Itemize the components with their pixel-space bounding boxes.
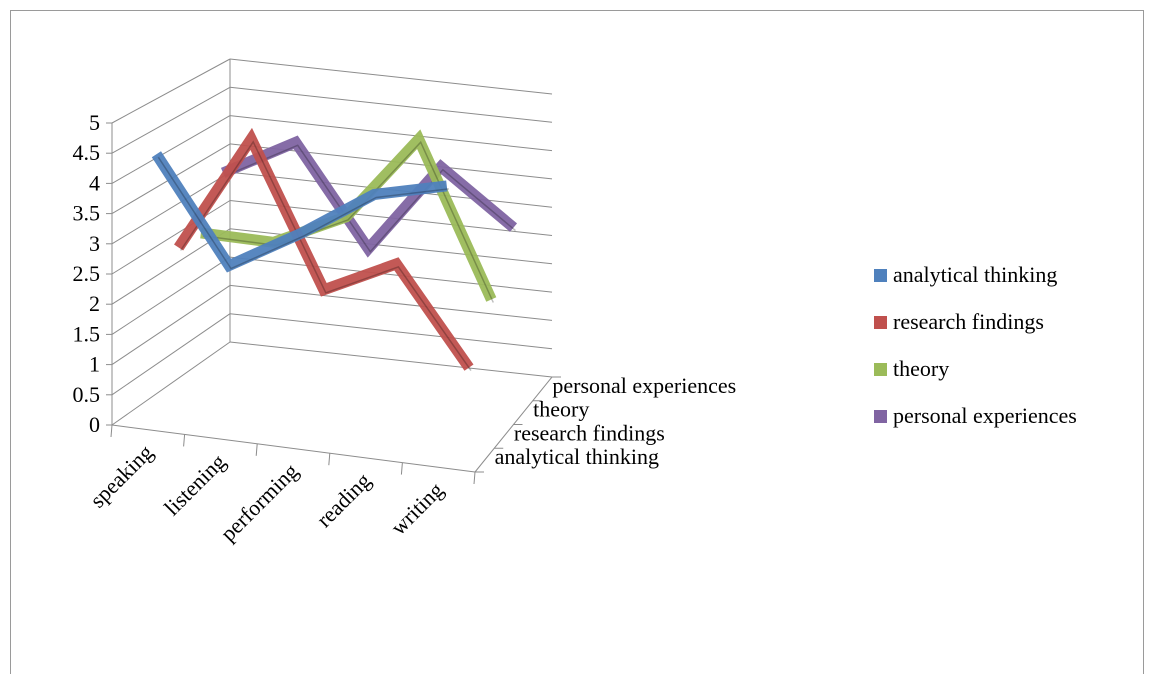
y-tick-label: 4	[89, 170, 100, 195]
legend-label: analytical thinking	[893, 262, 1057, 287]
series-line-shadow	[157, 156, 449, 270]
x-tick-mark	[255, 443, 258, 456]
y-tick-label: 3.5	[73, 201, 101, 226]
gridline-side	[111, 200, 231, 275]
depth-tick-label: research findings	[514, 420, 665, 445]
y-tick-label: 0.5	[73, 382, 101, 407]
series-layer	[151, 127, 518, 372]
chart-frame	[10, 10, 1144, 674]
x-tick-label: listening	[159, 449, 230, 520]
legend-label: research findings	[893, 309, 1044, 334]
series-line	[220, 135, 518, 258]
y-tick-label: 5	[89, 110, 100, 135]
legend-swatch	[874, 363, 887, 376]
depth-tick-label: theory	[533, 397, 589, 422]
y-tick-label: 4.5	[73, 140, 101, 165]
x-tick-mark	[400, 462, 403, 475]
legend-swatch	[874, 410, 887, 423]
x-tick-mark	[328, 453, 331, 466]
gridline-back	[229, 313, 553, 350]
x-tick-label: reading	[311, 468, 375, 532]
y-tick-label: 3	[89, 231, 100, 256]
series-line-shadow	[179, 140, 472, 372]
series-line-shadow	[224, 144, 516, 253]
gridline-side	[111, 86, 231, 154]
x-tick-label: performing	[215, 458, 303, 546]
gridline-back	[229, 115, 553, 152]
legend-swatch	[874, 269, 887, 282]
series-line-shadow	[202, 140, 494, 303]
x-tick-mark	[473, 471, 476, 485]
gridline-side	[111, 256, 231, 335]
gridline-side	[111, 171, 231, 245]
depth-tick-label: analytical thinking	[495, 444, 659, 469]
gridline-back	[229, 86, 553, 123]
x-tick-label: writing	[386, 477, 449, 540]
gridline-back	[229, 58, 553, 95]
x-tick-mark	[183, 434, 186, 447]
legend-label: personal experiences	[893, 403, 1077, 428]
y-tick-label: 1	[89, 352, 100, 377]
gridline-back	[229, 256, 553, 293]
y-tick-label: 2.5	[73, 261, 101, 286]
gridline-side	[111, 341, 231, 426]
series-line	[151, 151, 448, 273]
gridline-side	[111, 284, 231, 366]
legend-label: theory	[893, 356, 949, 381]
series-line	[174, 127, 474, 371]
x-tick-label: speaking	[85, 440, 158, 513]
depth-tick-label: personal experiences	[552, 373, 736, 398]
legend-swatch	[874, 316, 887, 329]
x-tick-mark	[110, 424, 113, 438]
gridline-side	[111, 115, 231, 184]
x-axis-line	[111, 424, 476, 473]
y-tick-label: 0	[89, 412, 100, 437]
gridline-back	[229, 341, 553, 378]
gridline-back	[229, 284, 553, 321]
series-line	[200, 129, 497, 302]
y-tick-label: 1.5	[73, 321, 101, 346]
gridline-side	[111, 313, 231, 396]
axis-layer	[106, 59, 561, 485]
gridline-side	[111, 58, 231, 124]
y-tick-label: 2	[89, 291, 100, 316]
legend: analytical thinking research findings theo…	[874, 262, 1077, 428]
